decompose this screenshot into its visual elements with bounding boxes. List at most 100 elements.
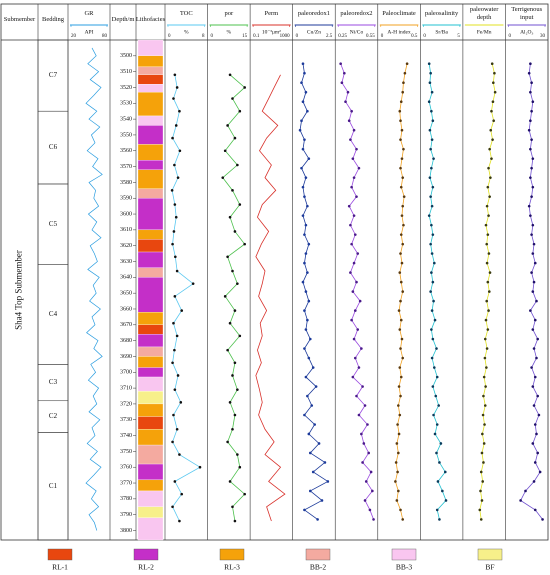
data-point <box>533 318 537 322</box>
legend-swatch <box>47 548 73 561</box>
lithofacies-layer <box>137 39 164 56</box>
data-point <box>300 119 303 122</box>
data-point <box>231 505 234 509</box>
lithofacies-layer <box>137 403 164 417</box>
data-point <box>401 290 405 293</box>
data-point <box>301 185 305 189</box>
data-point <box>435 508 439 512</box>
data-point <box>236 453 239 456</box>
data-point <box>400 128 404 132</box>
data-point <box>303 261 306 265</box>
data-point <box>482 461 485 464</box>
data-point <box>307 432 311 436</box>
data-point <box>316 518 319 521</box>
track-curve <box>340 63 374 520</box>
data-point <box>429 147 432 151</box>
depth-tick-label: 3590 <box>120 196 132 202</box>
data-point <box>173 203 177 206</box>
data-point <box>430 138 434 141</box>
data-point <box>431 337 435 341</box>
data-point <box>303 233 306 236</box>
data-point <box>371 489 374 493</box>
data-point <box>176 176 180 179</box>
data-point <box>435 423 439 426</box>
track-tick-label: 8 <box>202 34 205 39</box>
data-point <box>344 100 347 104</box>
data-point <box>357 166 361 170</box>
legend-label: RL-3 <box>224 563 240 572</box>
data-point <box>400 337 404 341</box>
data-point <box>361 385 364 388</box>
data-point <box>231 427 234 431</box>
data-point <box>438 461 441 464</box>
data-point <box>529 147 532 151</box>
data-point <box>191 282 195 285</box>
data-point <box>531 100 535 104</box>
data-point <box>361 461 364 464</box>
data-point <box>428 176 432 179</box>
data-point <box>482 375 486 379</box>
track-curve <box>222 74 246 522</box>
data-point <box>350 318 353 322</box>
data-point <box>171 505 174 509</box>
data-point <box>531 185 535 189</box>
track-title: Terrigenous input <box>511 6 543 21</box>
track-unit: Sr/Ba <box>435 29 448 35</box>
depth-tick-label: 3580 <box>120 180 132 186</box>
track-title: paleoredox1 <box>297 10 330 17</box>
lithofacies-layer <box>137 74 164 85</box>
lithofacies-layer <box>137 277 164 313</box>
data-point <box>175 269 179 273</box>
track-unit: A-H index <box>387 29 411 35</box>
data-point <box>243 242 246 246</box>
data-point <box>530 138 533 141</box>
data-point <box>311 366 315 369</box>
legend-swatch <box>133 548 159 561</box>
track-title: paleosalinity <box>424 10 459 17</box>
bedding-label: C7 <box>49 71 58 79</box>
data-point <box>531 252 535 255</box>
data-point <box>301 62 305 66</box>
data-point <box>401 90 405 94</box>
data-point <box>306 394 309 398</box>
data-point <box>368 508 372 512</box>
lithofacies-layer <box>137 367 164 378</box>
data-point <box>304 176 308 179</box>
legend-label: BB-2 <box>310 563 327 572</box>
data-point <box>483 423 486 426</box>
depth-tick-label: 3640 <box>120 275 132 281</box>
submember-header: Submember <box>3 16 36 23</box>
depth-tick-label: 3790 <box>120 512 132 518</box>
data-point <box>480 499 484 502</box>
data-point <box>303 413 306 417</box>
data-point <box>535 299 538 303</box>
data-point <box>172 413 175 417</box>
data-point <box>530 366 533 369</box>
data-point <box>400 214 404 217</box>
bedding-label: C3 <box>49 378 58 386</box>
data-point <box>429 71 432 75</box>
depth-header: Depth/m <box>111 16 135 23</box>
data-point <box>435 375 439 379</box>
data-point <box>198 465 202 469</box>
data-point <box>228 401 232 404</box>
data-point <box>223 149 227 153</box>
data-point <box>429 242 432 246</box>
track-unit: 10⁻³μm² <box>262 29 281 35</box>
data-point <box>356 252 360 255</box>
data-point <box>487 252 491 255</box>
data-point <box>307 299 311 303</box>
depth-tick-label: 3670 <box>120 322 132 328</box>
data-point <box>431 185 435 189</box>
depth-tick-label: 3720 <box>120 401 132 407</box>
legend-label: BB-3 <box>396 563 413 572</box>
lithofacies-layer <box>137 55 164 68</box>
data-point <box>532 347 536 350</box>
data-point <box>493 90 497 94</box>
data-point <box>490 62 494 66</box>
data-point <box>439 442 443 445</box>
data-point <box>486 233 490 236</box>
legend-swatch <box>219 548 245 561</box>
data-point <box>437 404 440 407</box>
